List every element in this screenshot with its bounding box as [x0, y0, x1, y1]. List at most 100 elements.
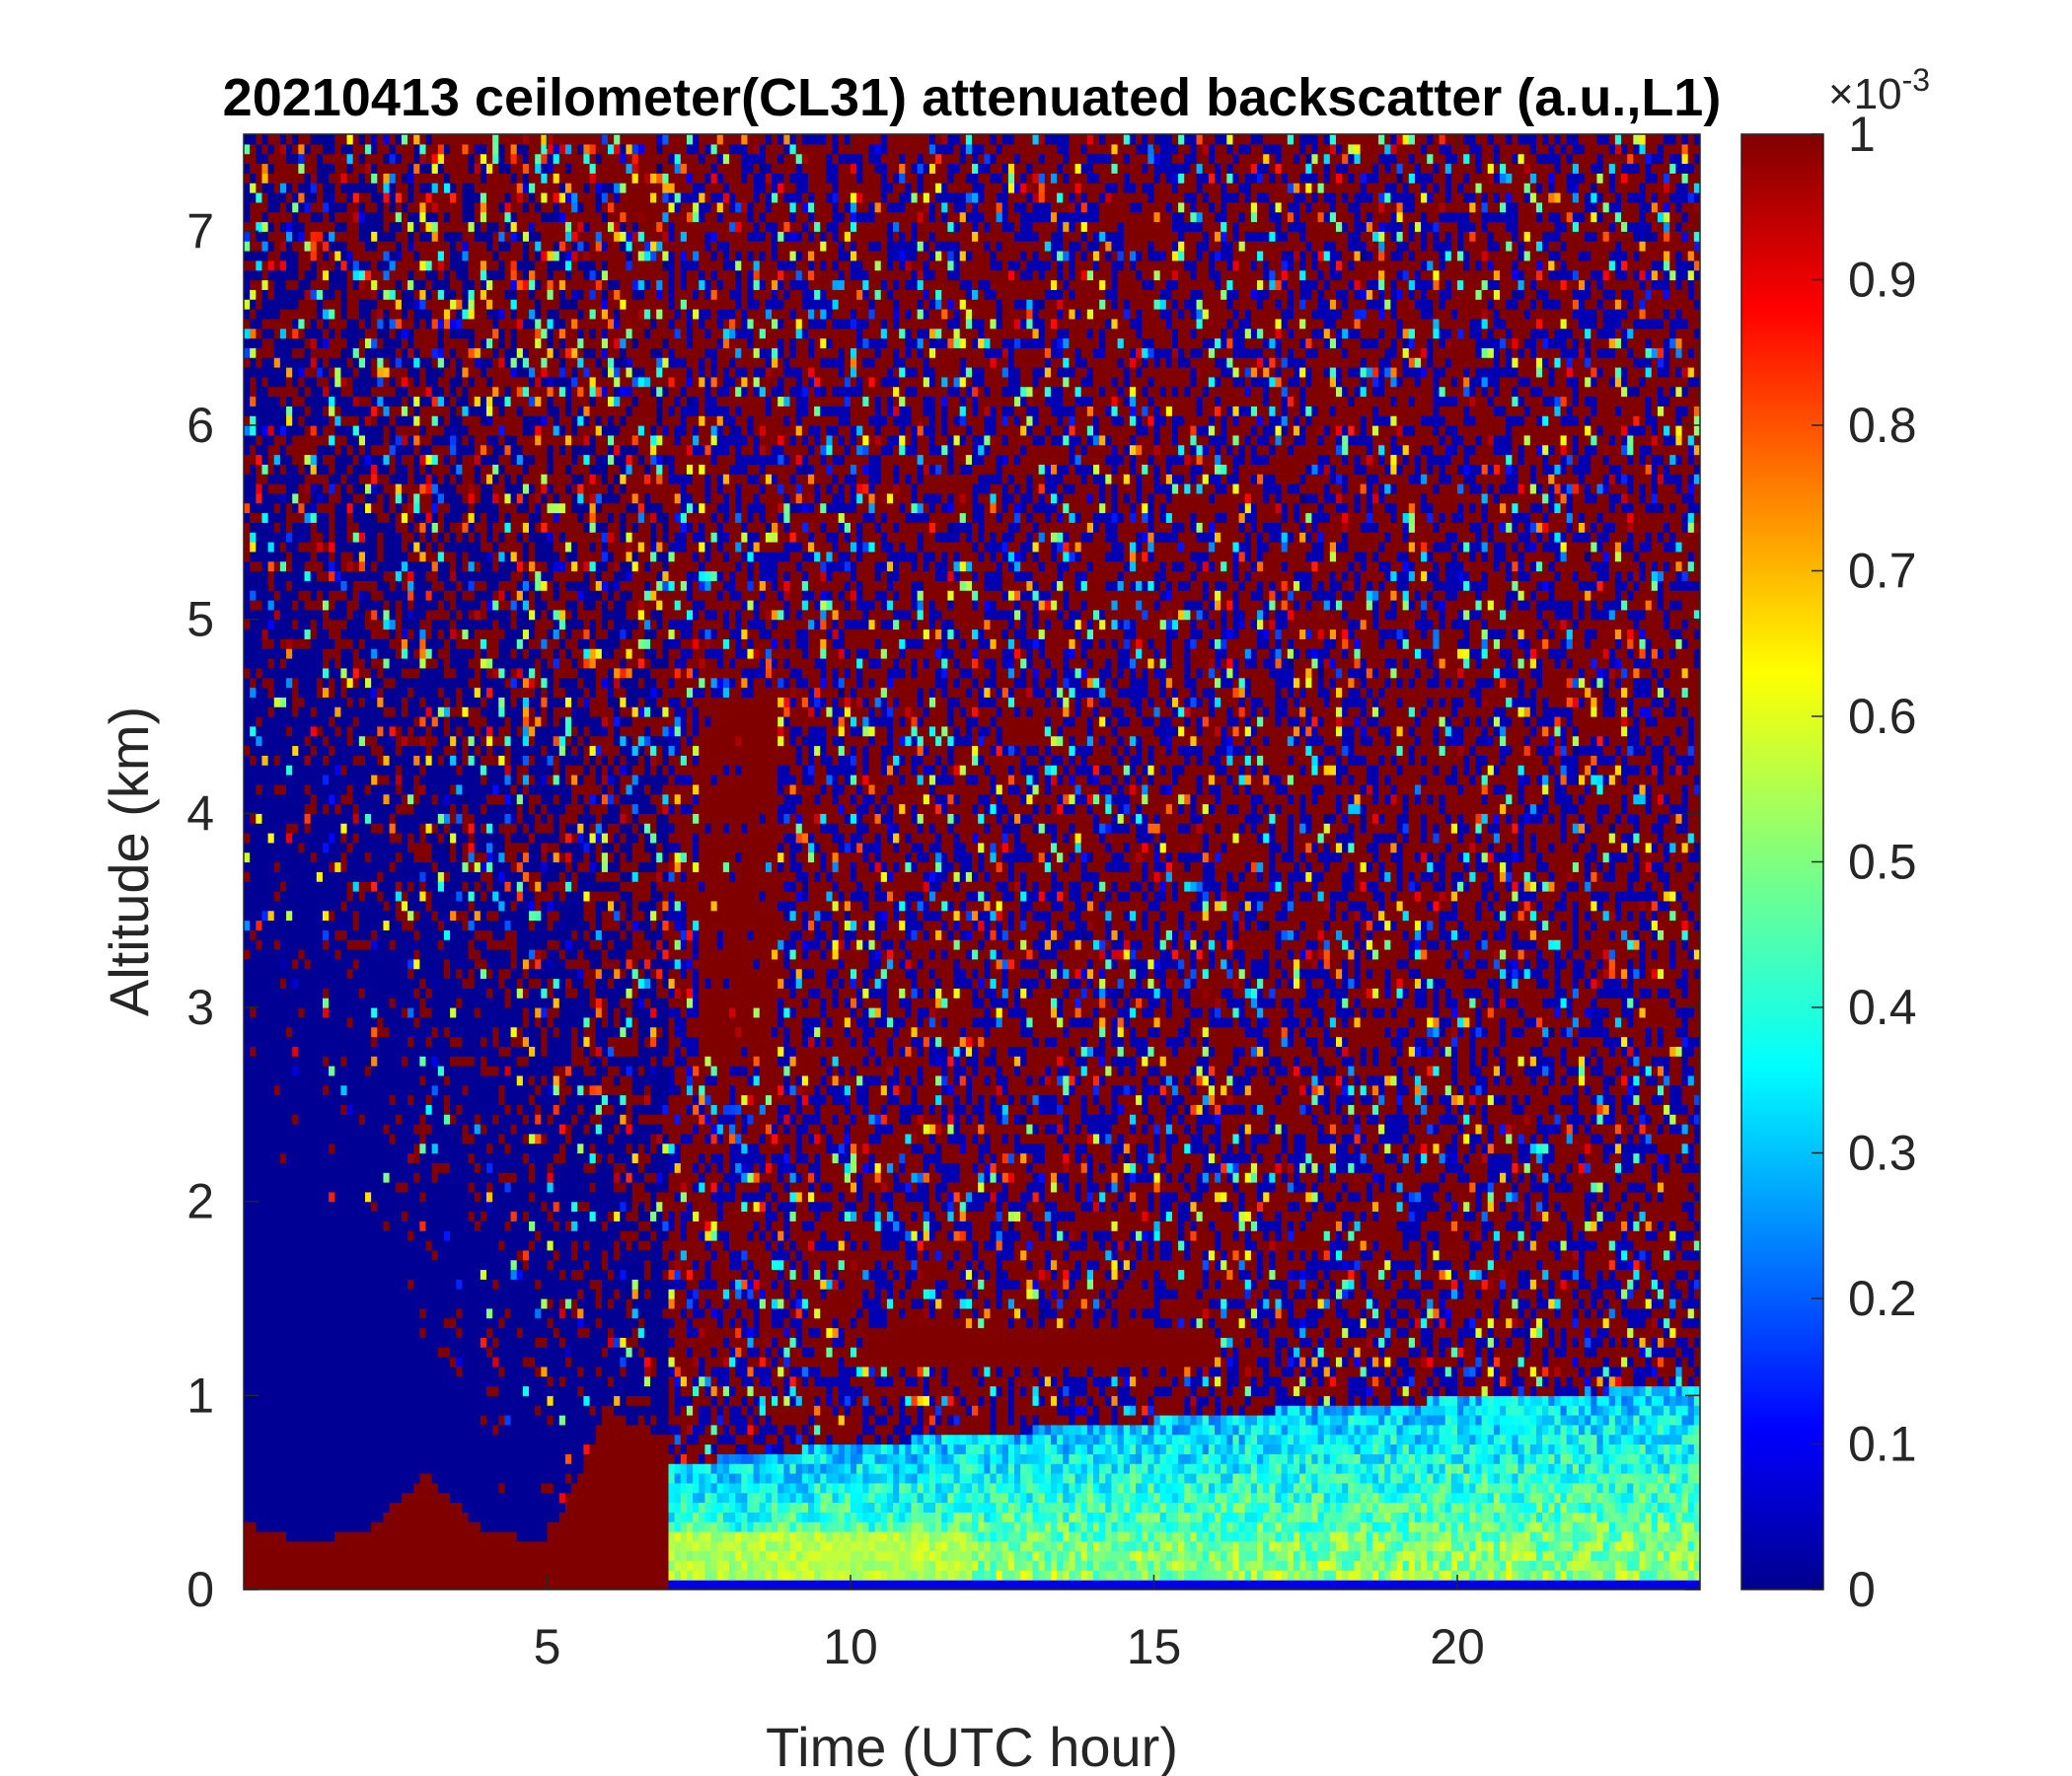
heatmap-cell [359, 1037, 366, 1047]
heatmap-cell [413, 1512, 420, 1521]
heatmap-cell [432, 620, 439, 629]
heatmap-cell [419, 1172, 426, 1182]
heatmap-cell [377, 1162, 384, 1172]
heatmap-cell [323, 979, 330, 989]
heatmap-cell [438, 1503, 445, 1513]
heatmap-cell [305, 988, 312, 998]
heatmap-cell [329, 1298, 335, 1308]
heatmap-cell [402, 503, 408, 513]
heatmap-cell [377, 852, 384, 862]
heatmap-cell [340, 1017, 347, 1027]
heatmap-cell [323, 629, 330, 639]
heatmap-cell [298, 1435, 305, 1444]
heatmap-cell [413, 377, 420, 387]
heatmap-cell [353, 270, 360, 280]
heatmap-cell [268, 1144, 275, 1153]
heatmap-cell [250, 1212, 257, 1221]
heatmap-cell [286, 1298, 293, 1308]
heatmap-cell [334, 241, 341, 251]
heatmap-cell [426, 1463, 433, 1473]
heatmap-cell [317, 397, 324, 407]
heatmap-cell [402, 1124, 408, 1134]
heatmap-cell [426, 610, 433, 620]
heatmap-cell [432, 222, 439, 232]
heatmap-cell [365, 1017, 372, 1027]
heatmap-cell [334, 1367, 341, 1376]
heatmap-cell [268, 1503, 275, 1513]
heatmap-cell [268, 1212, 275, 1221]
heatmap-cell [261, 610, 268, 620]
heatmap-cell [286, 1444, 293, 1454]
heatmap-cell [305, 1512, 312, 1521]
heatmap-cell [274, 1357, 281, 1367]
heatmap-cell [317, 1007, 324, 1017]
heatmap-cell [383, 1104, 390, 1114]
heatmap-cell [432, 911, 439, 921]
heatmap-cell [317, 134, 324, 144]
heatmap-cell [390, 959, 397, 969]
heatmap-cell [419, 1202, 426, 1212]
heatmap-cell [305, 542, 312, 552]
heatmap-cell [250, 1415, 257, 1425]
heatmap-cell [329, 532, 335, 542]
heatmap-cell [261, 1415, 268, 1425]
heatmap-cell [261, 542, 268, 552]
heatmap-cell [280, 1279, 287, 1289]
heatmap-cell [323, 1007, 330, 1017]
heatmap-cell [311, 503, 318, 513]
heatmap-cell [340, 251, 347, 260]
heatmap-cell [305, 319, 312, 329]
heatmap-cell [274, 1230, 281, 1240]
heatmap-cell [396, 852, 403, 862]
heatmap-cell [402, 464, 408, 474]
heatmap-cell [280, 1395, 287, 1405]
heatmap-cell [261, 1405, 268, 1415]
heatmap-cell [340, 1172, 347, 1182]
heatmap-cell [298, 862, 305, 872]
heatmap-cell [390, 1328, 397, 1338]
heatmap-cell [261, 1202, 268, 1212]
heatmap-cell [347, 1104, 354, 1114]
heatmap-cell [298, 231, 305, 241]
heatmap-cell [402, 1386, 408, 1396]
heatmap-cell [365, 629, 372, 639]
heatmap-cell [396, 921, 403, 930]
heatmap-cell [396, 969, 403, 979]
heatmap-cell [413, 1240, 420, 1250]
heatmap-cell [353, 192, 360, 202]
heatmap-cell [359, 1124, 366, 1134]
heatmap-cell [407, 270, 414, 280]
heatmap-cell [256, 969, 262, 979]
heatmap-cell [438, 552, 445, 561]
heatmap-cell [426, 1328, 433, 1338]
heatmap-cell [371, 1212, 378, 1221]
heatmap-cell [305, 222, 312, 232]
heatmap-cell [383, 1017, 390, 1027]
heatmap-cell [371, 969, 378, 979]
heatmap-cell [244, 678, 251, 688]
heatmap-cell [286, 571, 293, 581]
heatmap-cell [353, 464, 360, 474]
heatmap-cell [280, 1250, 287, 1260]
heatmap-cell [334, 1521, 341, 1531]
heatmap-cell [432, 1260, 439, 1270]
heatmap-cell [390, 435, 397, 445]
heatmap-cell [383, 1289, 390, 1298]
heatmap-cell [250, 823, 257, 833]
heatmap-cell [438, 1202, 445, 1212]
heatmap-cell [407, 1376, 414, 1386]
heatmap-cell [261, 988, 268, 998]
heatmap-cell [250, 1037, 257, 1047]
heatmap-cell [377, 1580, 384, 1590]
heatmap-cell [426, 231, 433, 241]
heatmap-cell [340, 347, 347, 357]
heatmap-cell [292, 1357, 299, 1367]
heatmap-cell [419, 192, 426, 202]
heatmap-cell [256, 1230, 262, 1240]
heatmap-cell [413, 1561, 420, 1571]
heatmap-cell [250, 1066, 257, 1075]
heatmap-cell [438, 1134, 445, 1144]
heatmap-cell [419, 823, 426, 833]
heatmap-cell [390, 552, 397, 561]
heatmap-cell [383, 445, 390, 455]
